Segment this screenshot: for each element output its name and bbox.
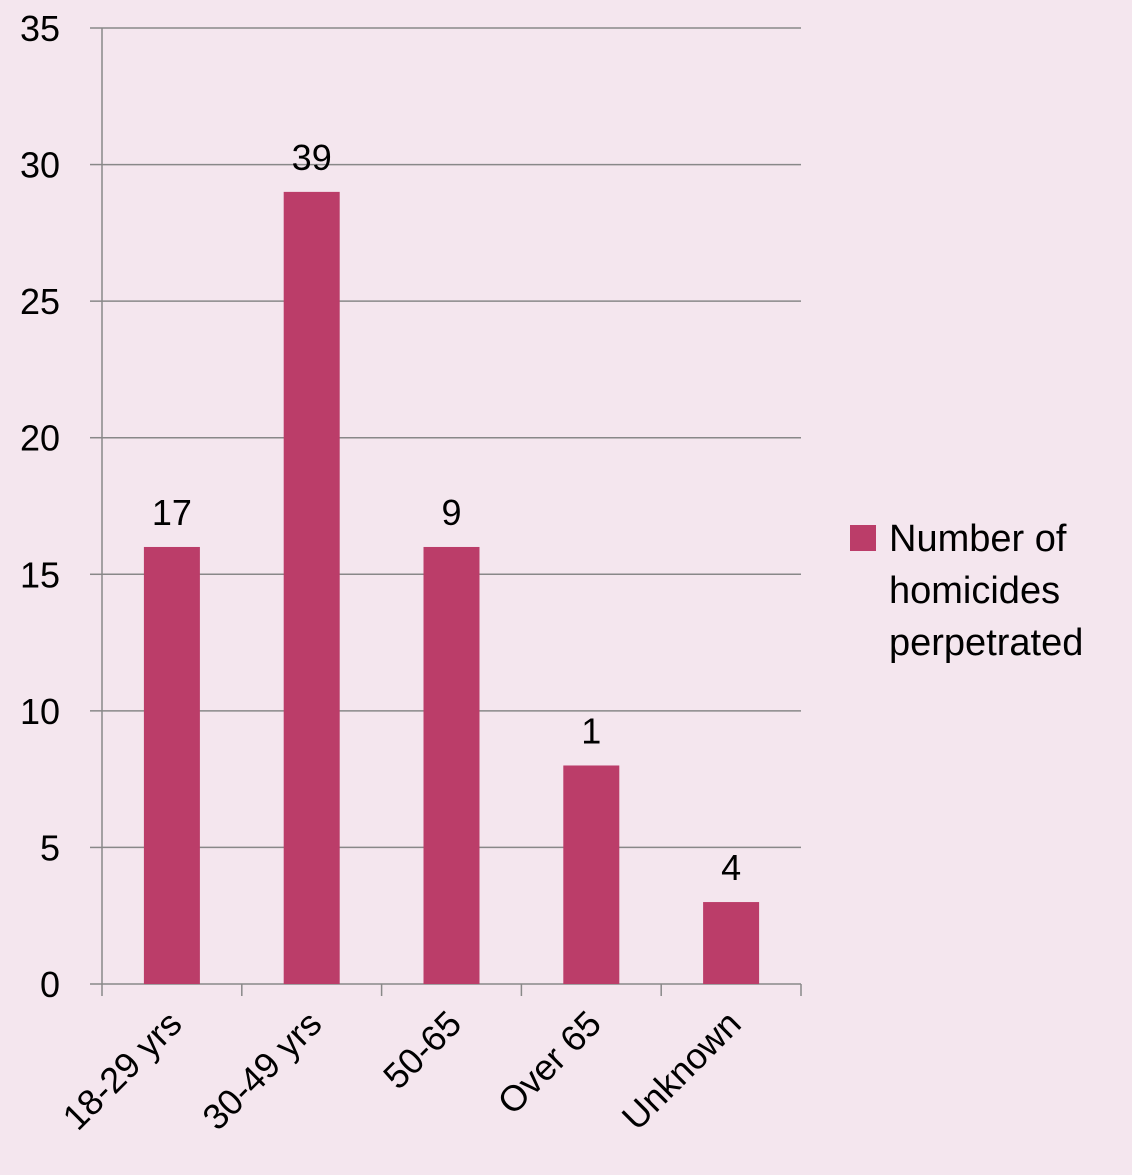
- y-tick-label: 5: [40, 827, 60, 868]
- data-label: 4: [721, 847, 741, 888]
- legend-label: Number of: [889, 518, 1067, 560]
- data-label: 9: [441, 492, 461, 533]
- bar-unknown: [703, 902, 760, 984]
- legend: Number of homicides perpetrated: [850, 518, 1083, 664]
- y-tick-label: 0: [40, 964, 60, 1005]
- bar-18-29-yrs: [143, 546, 200, 984]
- legend-swatch: [850, 525, 876, 551]
- data-label: 1: [581, 710, 601, 751]
- x-tick-label: 18-29 yrs: [54, 1003, 189, 1138]
- bars: [143, 191, 760, 984]
- y-tick-label: 30: [20, 145, 60, 186]
- x-tick-label: Unknown: [614, 1003, 749, 1138]
- data-labels: 17 39 9 1 4: [152, 137, 741, 888]
- y-tick-label: 20: [20, 418, 60, 459]
- y-tick-label: 15: [20, 554, 60, 595]
- x-tick-label: Over 65: [489, 1003, 609, 1123]
- x-tick-label: 30-49 yrs: [194, 1003, 329, 1138]
- data-label: 17: [152, 492, 192, 533]
- y-axis-tick-labels: 0 5 10 15 20 25 30 35: [20, 8, 60, 1005]
- x-axis-tick-labels: 18-29 yrs 30-49 yrs 50-65 Over 65 Unknown: [54, 1003, 748, 1138]
- y-tick-label: 10: [20, 691, 60, 732]
- bar-30-49-yrs: [283, 191, 340, 984]
- data-label: 39: [292, 137, 332, 178]
- y-tick-label: 25: [20, 281, 60, 322]
- x-tick-label: 50-65: [375, 1003, 469, 1097]
- legend-label: homicides: [889, 570, 1060, 612]
- legend-label: perpetrated: [889, 622, 1083, 664]
- bar-over-65: [563, 765, 620, 984]
- y-tick-label: 35: [20, 8, 60, 49]
- bar-50-65: [423, 546, 480, 984]
